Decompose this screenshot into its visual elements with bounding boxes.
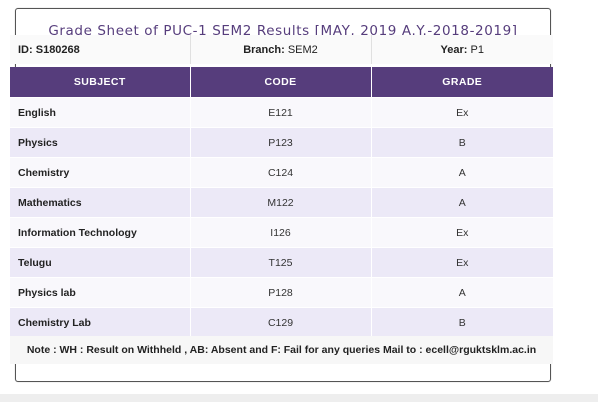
table-row: Physics P123 B bbox=[10, 127, 553, 158]
subject-cell: Information Technology bbox=[10, 217, 191, 248]
code-cell: T125 bbox=[190, 247, 372, 278]
subject-cell: English bbox=[10, 97, 191, 128]
branch-cell: Branch: SEM2 bbox=[190, 35, 372, 64]
subject-cell: Chemistry Lab bbox=[10, 307, 191, 337]
code-cell: P128 bbox=[190, 277, 372, 308]
branch-label: Branch: bbox=[243, 43, 285, 56]
table-row: Physics lab P128 A bbox=[10, 277, 553, 308]
code-cell: C129 bbox=[190, 307, 372, 337]
subject-cell: Telugu bbox=[10, 247, 191, 278]
year-cell: Year: P1 bbox=[371, 35, 553, 64]
student-info-row: ID: S180268 Branch: SEM2 Year: P1 bbox=[10, 35, 553, 64]
grade-cell: B bbox=[371, 127, 553, 158]
grade-cell: A bbox=[371, 157, 553, 188]
grades-header-row: SUBJECT CODE GRADE bbox=[10, 67, 553, 98]
branch-value: SEM2 bbox=[287, 43, 318, 56]
code-cell: M122 bbox=[190, 187, 372, 218]
student-id-label: ID: bbox=[18, 43, 33, 56]
bottom-divider bbox=[0, 394, 598, 402]
grade-cell: B bbox=[371, 307, 553, 337]
grade-cell: Ex bbox=[371, 247, 553, 278]
subject-cell: Physics lab bbox=[10, 277, 191, 308]
table-row: Information Technology I126 Ex bbox=[10, 217, 553, 248]
student-id-value: S180268 bbox=[35, 43, 80, 56]
column-header-subject: SUBJECT bbox=[10, 67, 191, 98]
code-cell: E121 bbox=[190, 97, 372, 128]
table-row: Chemistry C124 A bbox=[10, 157, 553, 188]
table-row: English E121 Ex bbox=[10, 97, 553, 128]
column-header-grade: GRADE bbox=[371, 67, 553, 98]
grade-cell: A bbox=[371, 277, 553, 308]
grade-cell: A bbox=[371, 187, 553, 218]
student-info-table: ID: S180268 Branch: SEM2 Year: P1 bbox=[10, 35, 553, 64]
student-id-cell: ID: S180268 bbox=[10, 35, 191, 64]
column-header-code: CODE bbox=[190, 67, 372, 98]
code-cell: C124 bbox=[190, 157, 372, 188]
subject-cell: Chemistry bbox=[10, 157, 191, 188]
table-row: Mathematics M122 A bbox=[10, 187, 553, 218]
code-cell: P123 bbox=[190, 127, 372, 158]
grade-cell: Ex bbox=[371, 217, 553, 248]
table-row: Telugu T125 Ex bbox=[10, 247, 553, 278]
code-cell: I126 bbox=[190, 217, 372, 248]
grade-cell: Ex bbox=[371, 97, 553, 128]
grades-table: SUBJECT CODE GRADE English E121 Ex Physi… bbox=[10, 67, 553, 337]
table-row: Chemistry Lab C129 B bbox=[10, 307, 553, 337]
results-note: Note : WH : Result on Withheld , AB: Abs… bbox=[10, 336, 553, 364]
year-label: Year: bbox=[440, 43, 468, 56]
subject-cell: Mathematics bbox=[10, 187, 191, 218]
subject-cell: Physics bbox=[10, 127, 191, 158]
year-value: P1 bbox=[470, 43, 484, 56]
